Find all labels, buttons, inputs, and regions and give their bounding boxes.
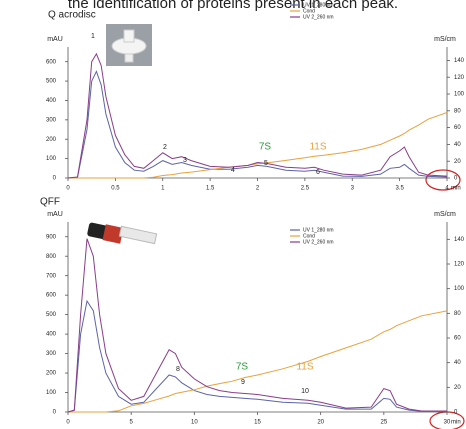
chart-title: Q acrodisc <box>48 10 96 21</box>
peak-label: 2 <box>163 144 167 151</box>
y-tick-label: 200 <box>46 137 57 143</box>
peak-label: 6 <box>316 169 320 176</box>
column-photo <box>87 222 158 245</box>
y2-axis-label: mS/cm <box>434 36 456 43</box>
legend-label: Cond <box>303 233 315 239</box>
x-tick-label: 2.5 <box>301 186 310 192</box>
x-tick-label: 20 <box>317 420 324 426</box>
y2-tick-label: 80 <box>454 311 461 317</box>
x-tick-label: 3 <box>351 186 355 192</box>
x-tick-label: 5 <box>129 420 133 426</box>
x-tick-label: 0 <box>66 186 70 192</box>
x-tick-label: 0.5 <box>111 186 120 192</box>
legend-label: UV 2_260 nm <box>303 239 334 245</box>
y2-tick-label: 20 <box>454 159 461 165</box>
y-tick-label: 100 <box>46 390 57 396</box>
y-tick-label: 400 <box>46 98 57 104</box>
filter-photo <box>106 24 152 66</box>
series-line <box>68 310 448 413</box>
peak-label: 5 <box>264 160 268 167</box>
series-line <box>67 52 448 179</box>
x-tick-label: 2 <box>256 186 260 192</box>
x-tick-label: 3.5 <box>395 186 404 192</box>
x-tick-label: 30 <box>444 420 451 426</box>
header-text: the identification of proteins present i… <box>68 0 398 12</box>
x-axis-label: min <box>451 420 461 426</box>
peak-label: 9 <box>241 379 245 386</box>
y-axis-label: mAU <box>47 36 63 43</box>
legend-label: UV 2_260 nm <box>303 14 334 20</box>
y-tick-label: 100 <box>46 156 57 162</box>
peak-label: 11S <box>296 362 313 373</box>
series-line <box>67 238 447 413</box>
y2-tick-label: 100 <box>454 286 465 292</box>
peak-label: 7S <box>259 142 272 153</box>
peak-label: 3 <box>183 157 187 164</box>
y2-tick-label: 0 <box>454 410 458 416</box>
y-tick-label: 300 <box>46 351 57 357</box>
legend-label: UV 1_280 nm <box>303 2 334 8</box>
y-tick-label: 600 <box>46 59 57 65</box>
y-tick-label: 900 <box>46 234 57 240</box>
x-tick-label: 1.5 <box>206 186 215 192</box>
y2-tick-label: 140 <box>454 58 465 64</box>
y2-tick-label: 120 <box>454 262 465 268</box>
peak-label: 1 <box>91 33 95 40</box>
chart-title: QFF <box>40 197 60 208</box>
legend-label: Cond <box>303 8 315 14</box>
peak-label: 8 <box>176 366 180 373</box>
y2-tick-label: 60 <box>454 336 461 342</box>
y-tick-label: 800 <box>46 254 57 260</box>
x-tick-label: 10 <box>191 420 198 426</box>
y2-tick-label: 40 <box>454 142 461 148</box>
x-tick-label: 0 <box>66 420 70 426</box>
x-tick-label: 4 <box>445 186 449 192</box>
y-tick-label: 500 <box>46 312 57 318</box>
legend-label: UV 1_280 nm <box>303 227 334 233</box>
y2-tick-label: 100 <box>454 92 465 98</box>
highlight-circle <box>425 169 461 191</box>
y2-tick-label: 80 <box>454 108 461 114</box>
x-tick-label: 15 <box>254 420 261 426</box>
y2-tick-label: 120 <box>454 75 465 81</box>
y-tick-label: 700 <box>46 273 57 279</box>
y-tick-label: 600 <box>46 293 57 299</box>
y-tick-label: 300 <box>46 117 57 123</box>
y-tick-label: 500 <box>46 79 57 85</box>
peak-label: 11S <box>309 142 326 153</box>
y-tick-label: 0 <box>53 410 57 416</box>
y-tick-label: 200 <box>46 371 57 377</box>
y2-tick-label: 60 <box>454 125 461 131</box>
series-line <box>67 70 448 179</box>
series-line <box>67 299 448 413</box>
peak-label: 7S <box>236 362 249 373</box>
y2-tick-label: 20 <box>454 385 461 391</box>
y2-tick-label: 40 <box>454 360 461 366</box>
peak-label: 4 <box>231 167 235 174</box>
x-tick-label: 25 <box>380 420 387 426</box>
y2-tick-label: 0 <box>454 176 458 182</box>
y2-axis-label: mS/cm <box>434 211 456 218</box>
y-tick-label: 0 <box>53 176 57 182</box>
y-axis-label: mAU <box>47 211 63 218</box>
x-tick-label: 1 <box>161 186 165 192</box>
x-axis-label: min <box>451 186 461 192</box>
peak-label: 10 <box>301 388 309 395</box>
y2-tick-label: 140 <box>454 237 465 243</box>
y-tick-label: 400 <box>46 332 57 338</box>
